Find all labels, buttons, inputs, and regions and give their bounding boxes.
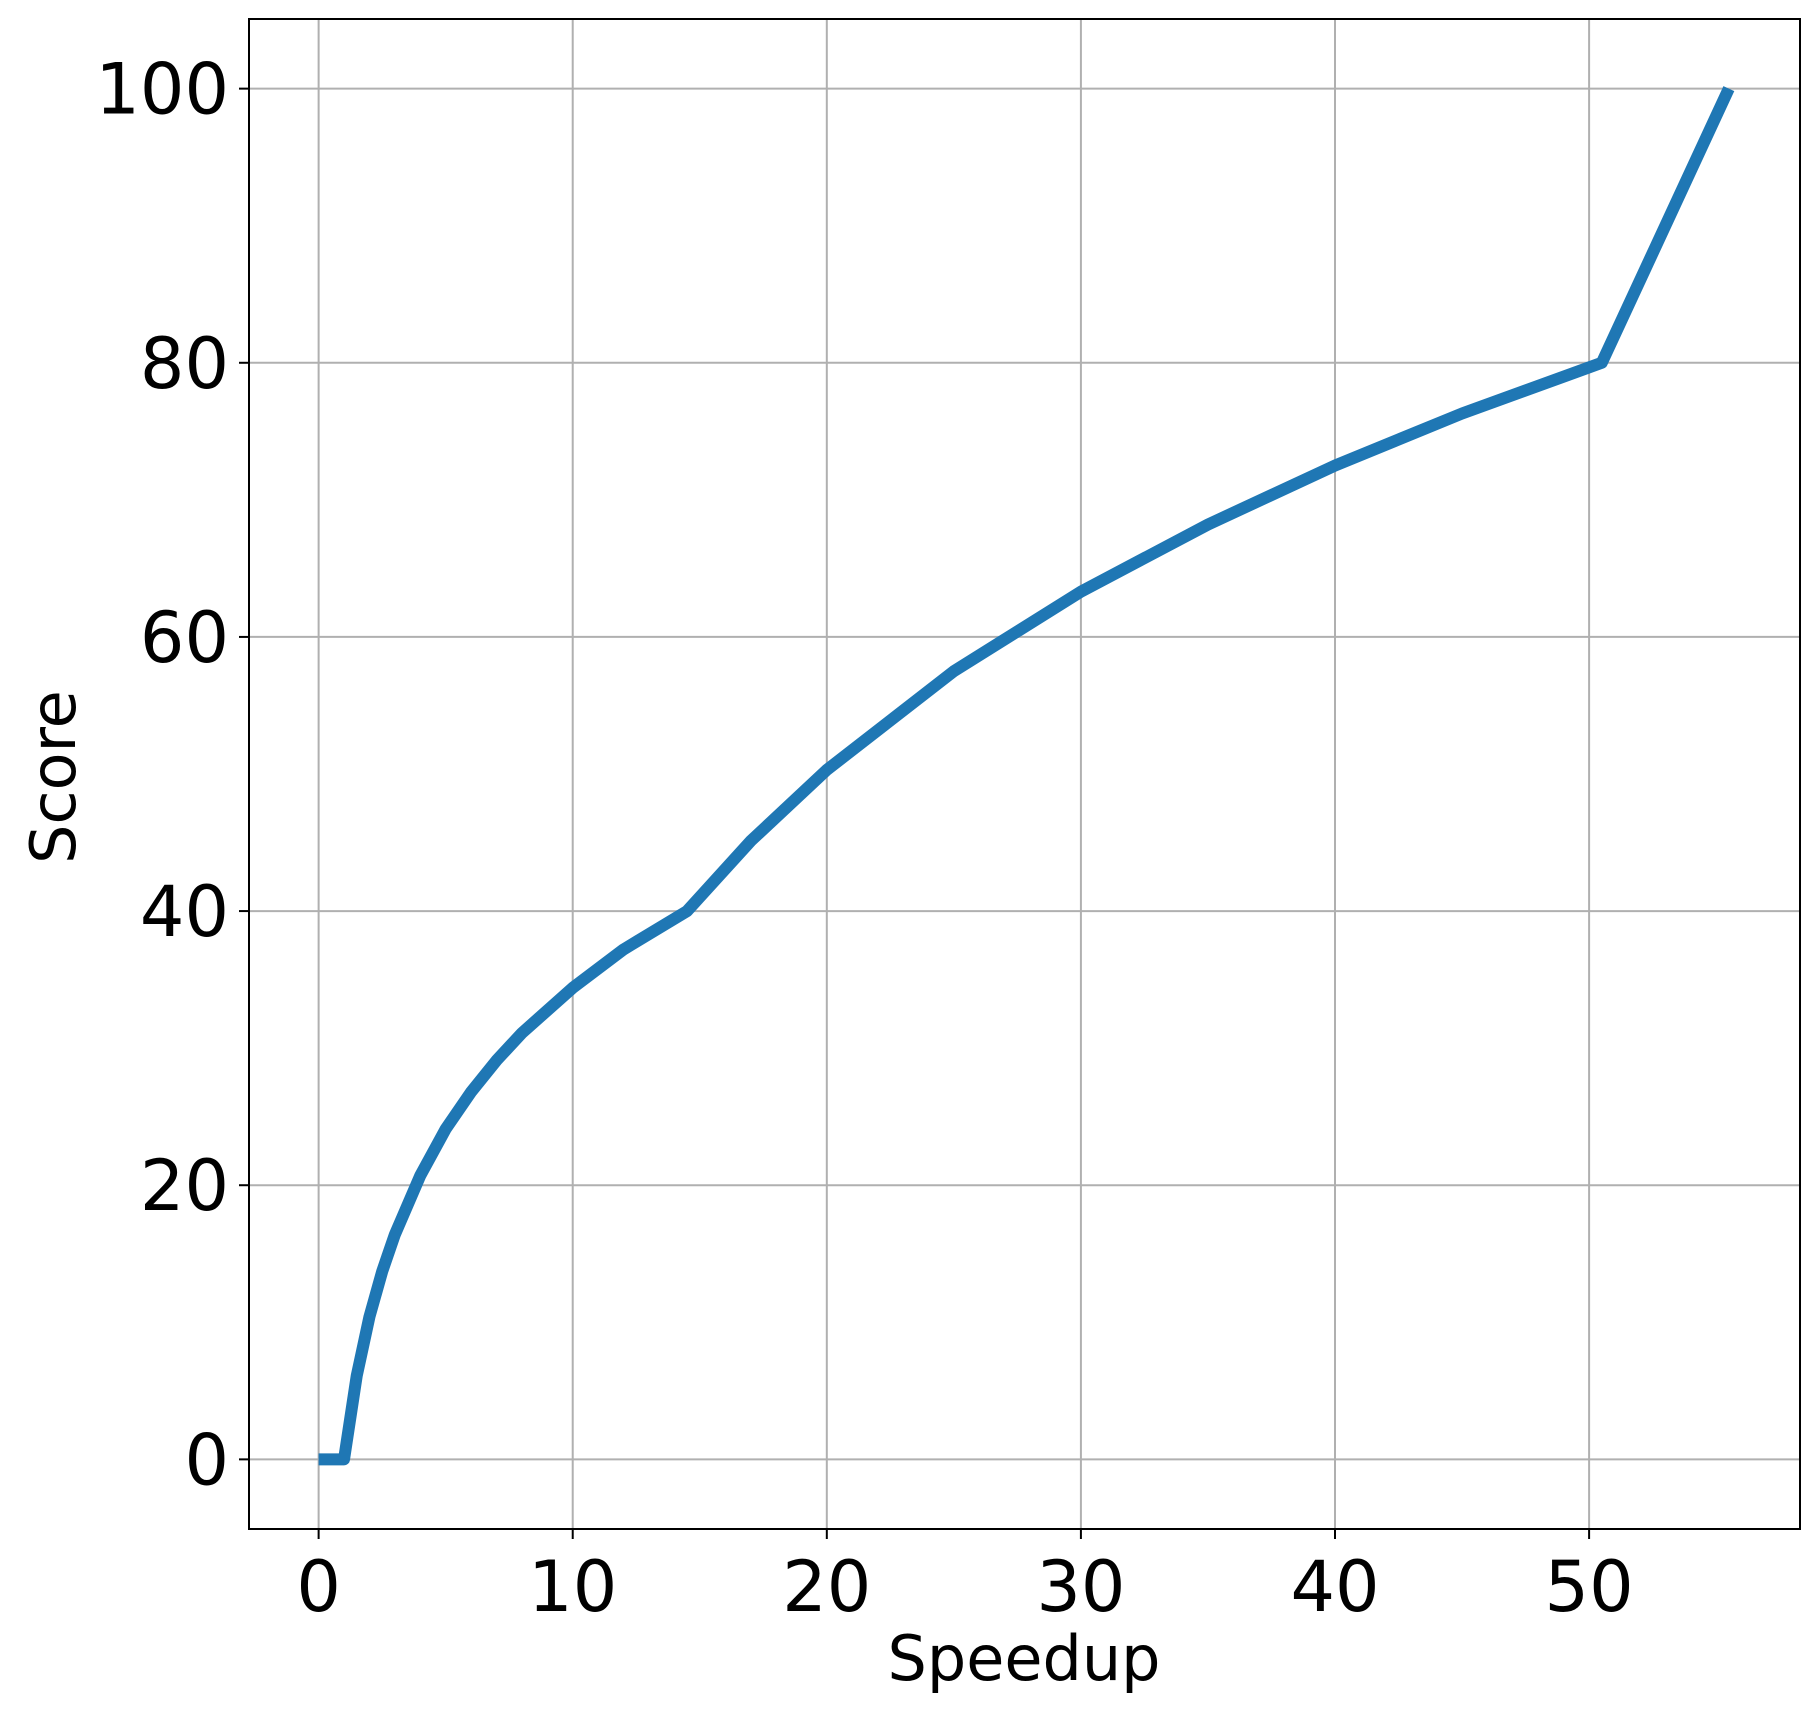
x-tick-label: 40 <box>1290 1546 1379 1628</box>
x-tick-label: 30 <box>1036 1546 1125 1628</box>
y-tick-label: 40 <box>140 871 229 953</box>
x-tick-label: 20 <box>782 1546 871 1628</box>
x-axis-label: Speedup <box>887 1622 1160 1695</box>
data-line <box>318 86 1735 1466</box>
y-tick-label: 0 <box>184 1419 229 1501</box>
y-tick-label: 80 <box>140 323 229 405</box>
x-tick-label: 50 <box>1545 1546 1634 1628</box>
x-tick-label: 0 <box>296 1546 341 1628</box>
y-axis-label: Score <box>17 690 90 864</box>
y-tick-label: 60 <box>140 597 229 679</box>
y-tick-label: 20 <box>140 1145 229 1227</box>
plot-frame <box>248 18 1801 1530</box>
x-tick-label: 10 <box>528 1546 617 1628</box>
y-tick-label: 100 <box>95 49 229 131</box>
